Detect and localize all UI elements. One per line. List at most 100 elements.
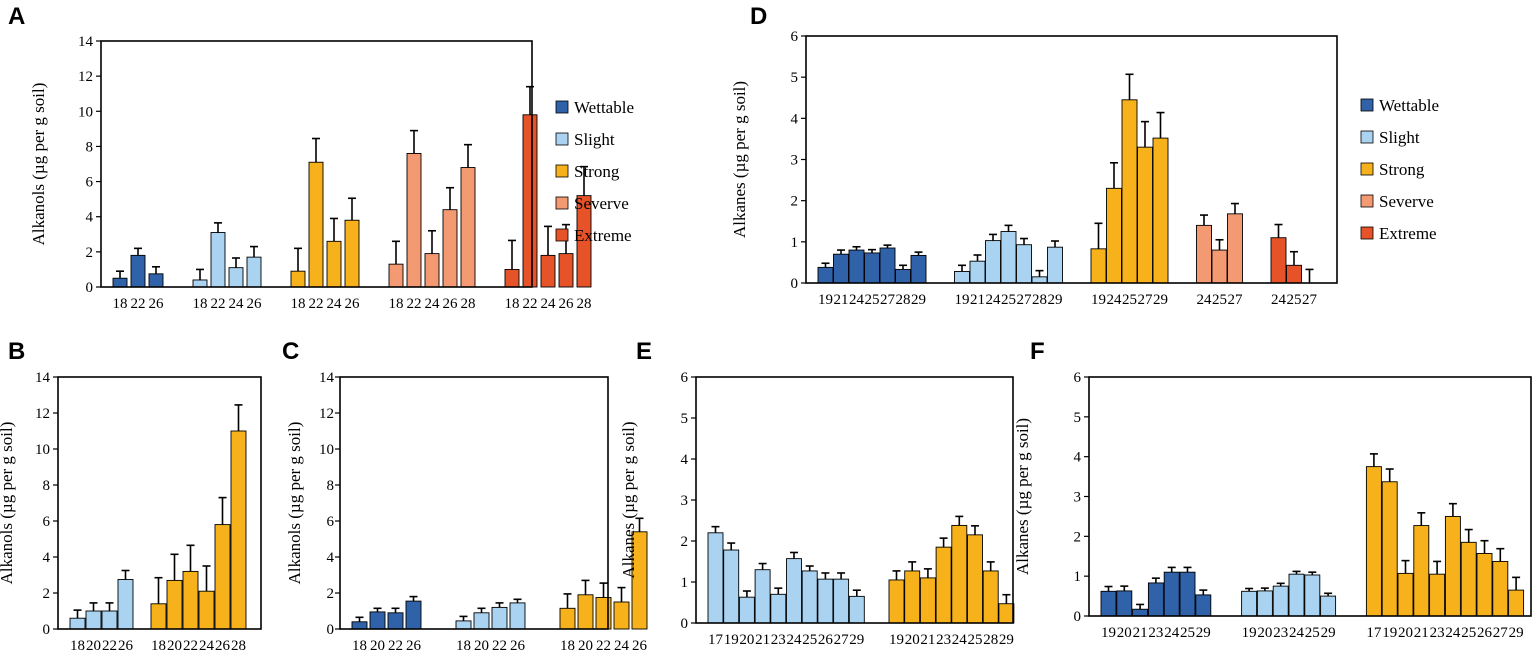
- x-tick-label: 29: [849, 632, 864, 648]
- y-tick-label: 0: [43, 622, 51, 638]
- x-tick-label: 27: [834, 632, 850, 648]
- x-tick-label: 27: [1017, 292, 1033, 308]
- x-tick-label: 20: [474, 638, 489, 654]
- bar: [1381, 481, 1398, 617]
- x-tick-label: 24: [541, 296, 557, 312]
- bar: [101, 610, 118, 630]
- bar: [424, 253, 440, 288]
- x-tick-label: 29: [1048, 292, 1063, 308]
- legend-swatch: [555, 228, 569, 242]
- bar: [214, 524, 231, 630]
- x-tick-label: 18: [193, 296, 208, 312]
- y-axis-label: Alkanes (µg per g soil): [730, 81, 749, 238]
- x-tick-label: 21: [1133, 625, 1148, 641]
- bar: [369, 611, 386, 630]
- y-tick-label: 0: [681, 616, 689, 632]
- bar: [246, 256, 262, 288]
- x-tick-label: 26: [118, 638, 134, 654]
- y-tick-label: 6: [327, 514, 335, 530]
- bar: [848, 595, 865, 624]
- x-tick-label: 26: [559, 296, 575, 312]
- y-tick-label: 8: [327, 478, 335, 494]
- x-tick-label: 22: [523, 296, 538, 312]
- bar: [192, 279, 208, 288]
- panel-letter: E: [636, 338, 652, 365]
- y-tick-label: 5: [1074, 410, 1082, 426]
- bar: [801, 570, 818, 624]
- y-axis-label: Alkanols (µg per g soil): [29, 83, 48, 246]
- bar: [117, 579, 134, 630]
- bar: [1444, 515, 1461, 617]
- x-tick-label: 18: [291, 296, 306, 312]
- x-tick-label: 24: [229, 296, 245, 312]
- bar: [1163, 571, 1180, 617]
- bar: [405, 600, 422, 630]
- x-tick-label: 22: [309, 296, 324, 312]
- legend-swatch: [555, 100, 569, 114]
- bar: [967, 534, 983, 624]
- x-tick-label: 29: [999, 632, 1014, 648]
- bar: [1256, 590, 1273, 617]
- bar: [577, 594, 594, 630]
- bar: [387, 612, 404, 630]
- y-tick-label: 6: [86, 175, 94, 191]
- y-tick-label: 2: [43, 586, 51, 602]
- x-tick-label: 24: [849, 292, 865, 308]
- bar: [1413, 525, 1430, 617]
- bar: [1241, 590, 1258, 617]
- y-tick-label: 1: [1074, 569, 1082, 585]
- x-tick-label: 29: [1321, 625, 1336, 641]
- bar: [442, 209, 458, 288]
- x-tick-label: 26: [443, 296, 459, 312]
- bar: [954, 271, 970, 284]
- bar: [817, 266, 834, 284]
- bar: [455, 620, 472, 630]
- bar: [786, 558, 802, 624]
- x-tick-label: 28: [461, 296, 476, 312]
- x-tick-label: 20: [578, 638, 593, 654]
- x-tick-label: 29: [1509, 625, 1524, 641]
- x-tick-label: 24: [986, 292, 1002, 308]
- y-tick-label: 4: [86, 210, 94, 226]
- y-tick-label: 6: [1074, 370, 1082, 386]
- x-tick-label: 24: [1197, 292, 1213, 308]
- x-tick-label: 17: [708, 632, 724, 648]
- x-tick-label: 26: [149, 296, 165, 312]
- legend-label: Wettable: [574, 98, 634, 117]
- x-tick-label: 23: [1273, 625, 1288, 641]
- bar: [308, 161, 324, 288]
- x-tick-label: 18: [389, 296, 404, 312]
- x-tick-label: 28: [577, 296, 592, 312]
- legend-label: Slight: [1379, 128, 1420, 147]
- legend-swatch: [1360, 130, 1374, 144]
- plot-frame: [57, 376, 262, 630]
- x-tick-label: 25: [1001, 292, 1016, 308]
- bar: [326, 240, 342, 288]
- bar: [1397, 572, 1414, 617]
- bar: [951, 524, 968, 624]
- x-tick-label: 22: [131, 296, 146, 312]
- x-tick-label: 18: [560, 638, 575, 654]
- x-tick-label: 18: [505, 296, 520, 312]
- x-tick-label: 26: [345, 296, 361, 312]
- bar: [1116, 590, 1133, 617]
- x-tick-label: 18: [151, 638, 166, 654]
- bar: [1320, 595, 1337, 617]
- x-tick-label: 20: [370, 638, 385, 654]
- y-tick-label: 4: [681, 452, 689, 468]
- y-tick-label: 10: [35, 442, 50, 458]
- x-tick-label: 25: [1461, 625, 1476, 641]
- x-tick-label: 19: [889, 632, 904, 648]
- y-tick-label: 0: [86, 280, 94, 296]
- bar: [1196, 224, 1212, 284]
- bar: [1047, 246, 1063, 284]
- x-tick-label: 21: [755, 632, 770, 648]
- y-tick-label: 5: [791, 70, 799, 86]
- x-tick-label: 25: [1212, 292, 1227, 308]
- bar: [904, 570, 921, 624]
- y-tick-label: 1: [681, 575, 689, 591]
- legend-swatch: [1360, 162, 1374, 176]
- bar: [504, 268, 520, 288]
